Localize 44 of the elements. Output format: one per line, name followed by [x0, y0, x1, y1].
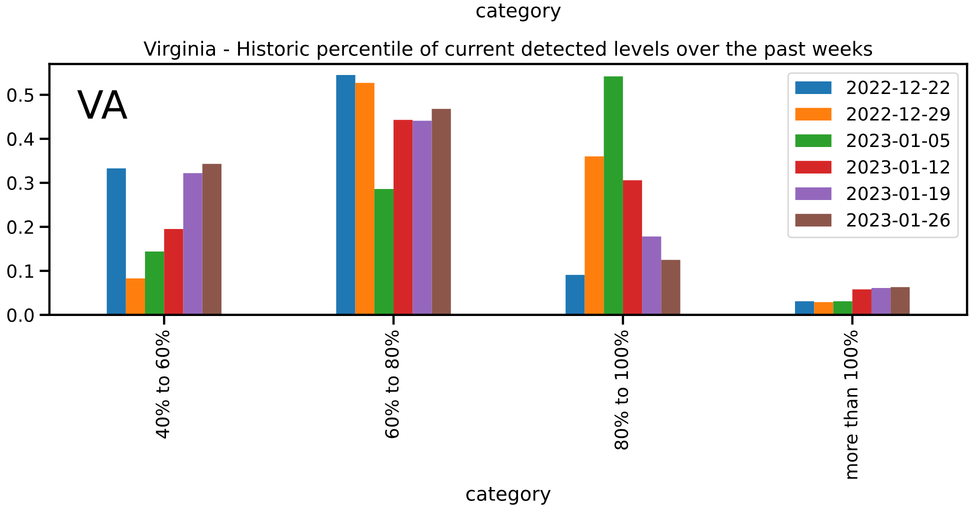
y-tick-label: 0.5 — [7, 88, 34, 102]
chart-title: Virginia - Historic percentile of current detected levels over the past weeks — [144, 40, 872, 60]
y-tick-label: 0.4 — [7, 132, 34, 146]
y-tick-label: 0.3 — [7, 176, 34, 190]
legend-label: 2022-12-29 — [847, 107, 950, 121]
bar — [890, 287, 910, 315]
bar — [412, 120, 432, 315]
bar — [126, 278, 146, 315]
bar — [604, 76, 623, 315]
bar — [833, 301, 852, 315]
x-tick-label: 40% to 60% — [156, 330, 170, 438]
bar — [661, 260, 680, 315]
bar — [336, 75, 356, 315]
bar — [202, 164, 222, 315]
x-tick-label: 60% to 80% — [385, 330, 399, 438]
bar — [164, 229, 184, 315]
x-tick-label: more than 100% — [844, 330, 858, 479]
y-tick-label: 0.1 — [7, 264, 34, 278]
bar — [622, 180, 642, 315]
bar — [183, 173, 202, 315]
y-tick-label: 0.0 — [7, 308, 34, 322]
x-axis-title: category — [466, 487, 551, 505]
legend-label: 2022-12-22 — [847, 80, 950, 94]
y-tick-label: 0.2 — [7, 220, 34, 234]
legend-label: 2023-01-26 — [847, 213, 950, 227]
bar — [394, 120, 413, 315]
legend-label: 2023-01-05 — [847, 134, 950, 148]
bar — [374, 189, 394, 315]
bar — [566, 274, 585, 315]
bar — [642, 236, 662, 315]
bar — [432, 108, 451, 315]
bar — [145, 252, 164, 315]
bar — [814, 302, 834, 315]
bar — [871, 288, 891, 315]
bar — [795, 301, 814, 315]
x-tick-label: 80% to 100% — [614, 330, 628, 450]
bar — [355, 82, 374, 315]
text: category — [476, 4, 561, 22]
bar — [106, 168, 126, 315]
annotation: VA — [77, 90, 128, 119]
bar — [852, 289, 872, 315]
bar — [584, 156, 604, 315]
legend-label: 2023-01-19 — [847, 186, 950, 200]
legend-label: 2023-01-12 — [847, 160, 950, 174]
